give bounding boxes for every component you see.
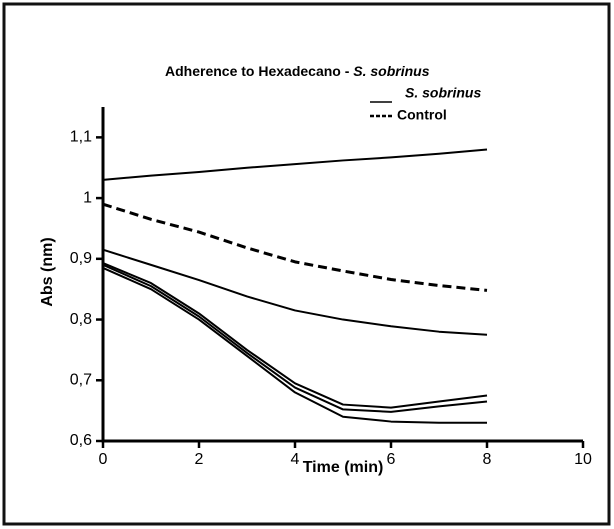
x-axis-label: Time (min)	[303, 459, 384, 476]
y-axis-label: Abs (nm)	[39, 237, 56, 306]
x-tick-label: 6	[387, 451, 396, 468]
y-tick-label: 0,6	[70, 432, 92, 449]
series-line	[102, 267, 487, 424]
series-line	[102, 148, 488, 181]
x-tick-label: 0	[99, 451, 108, 468]
x-tick-label: 2	[195, 451, 204, 468]
chart-title: Adherence to Hexadecano - S. sobrinus	[165, 63, 430, 79]
legend-label: Control	[397, 107, 447, 123]
y-tick-label: 1,1	[70, 129, 92, 146]
title-species: S. sobrinus	[353, 63, 429, 79]
title-main: Adherence to Hexadecano -	[165, 63, 350, 79]
x-tick-label: 10	[574, 451, 592, 468]
series-line	[102, 262, 488, 409]
series-line	[102, 263, 488, 413]
series-line	[102, 248, 488, 336]
y-tick-label: 0,8	[70, 311, 92, 328]
y-tick-label: 0,7	[70, 371, 92, 388]
x-tick-label: 4	[291, 451, 300, 468]
x-tick-label: 8	[483, 451, 492, 468]
legend-label: S. sobrinus	[405, 85, 481, 101]
series-line	[102, 202, 488, 292]
y-tick-label: 0,9	[70, 250, 92, 267]
y-tick-label: 1	[83, 189, 92, 206]
